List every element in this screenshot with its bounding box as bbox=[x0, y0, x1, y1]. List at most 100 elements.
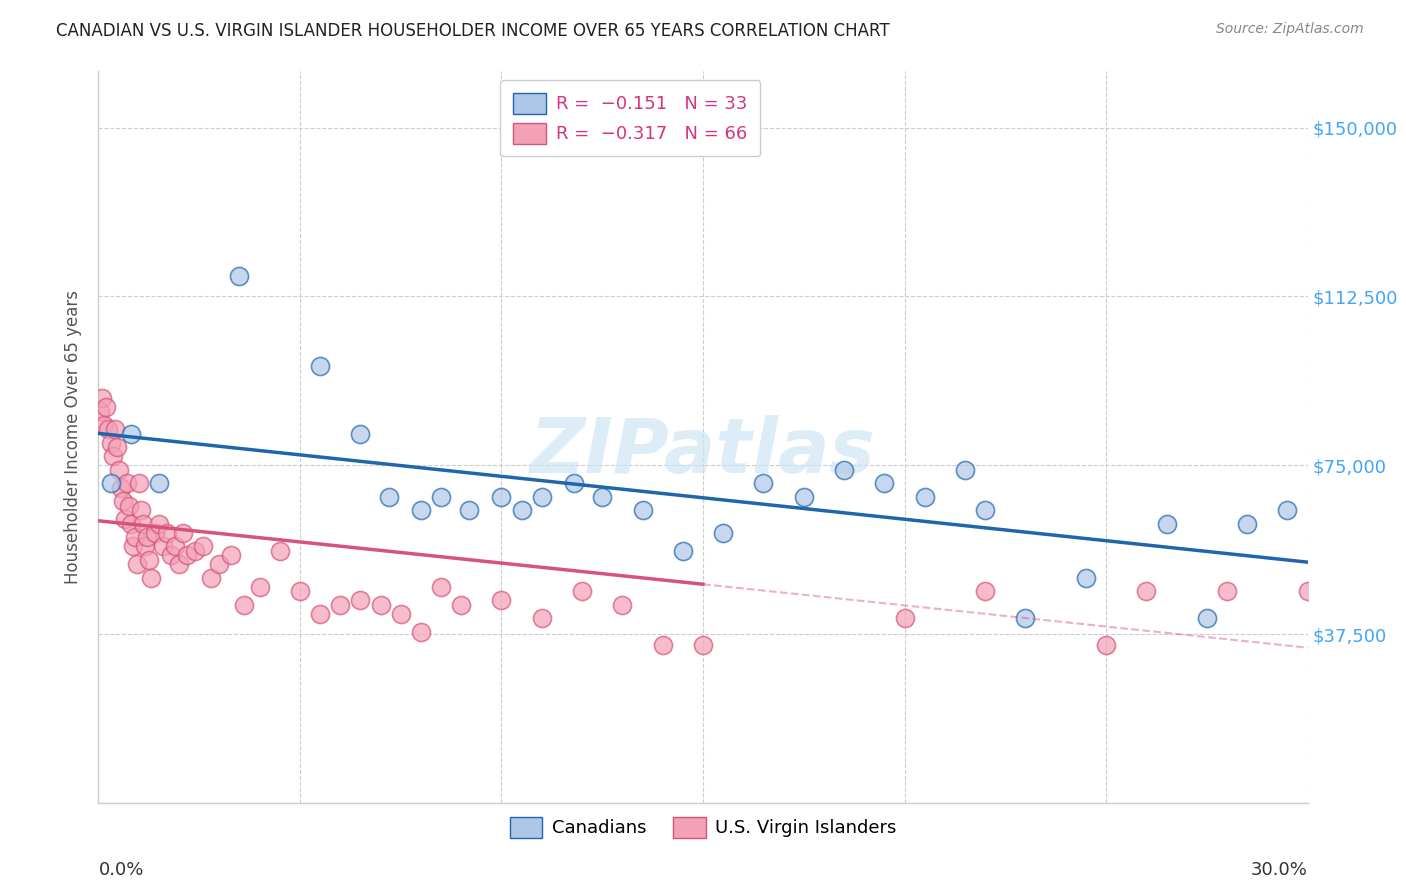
Point bbox=[458, 503, 481, 517]
Point bbox=[221, 548, 243, 562]
Point bbox=[752, 476, 775, 491]
Point bbox=[135, 530, 157, 544]
Point bbox=[832, 463, 855, 477]
Point bbox=[430, 580, 453, 594]
Point bbox=[491, 490, 513, 504]
Point bbox=[163, 539, 186, 553]
Point bbox=[156, 525, 179, 540]
Point bbox=[176, 548, 198, 562]
Point bbox=[1296, 584, 1319, 599]
Point bbox=[208, 558, 231, 572]
Point bbox=[349, 426, 371, 441]
Point bbox=[139, 571, 162, 585]
Point bbox=[491, 593, 513, 607]
Point bbox=[143, 525, 166, 540]
Point bbox=[152, 539, 174, 553]
Point bbox=[1074, 571, 1097, 585]
Point bbox=[167, 558, 190, 572]
Point bbox=[228, 269, 250, 284]
Point bbox=[111, 494, 134, 508]
Point bbox=[105, 440, 128, 454]
Point bbox=[370, 598, 392, 612]
Point bbox=[672, 543, 695, 558]
Point bbox=[128, 476, 150, 491]
Text: 30.0%: 30.0% bbox=[1251, 862, 1308, 880]
Point bbox=[148, 476, 170, 491]
Point bbox=[510, 503, 533, 517]
Point bbox=[1195, 611, 1218, 625]
Point bbox=[97, 422, 120, 436]
Point bbox=[118, 499, 141, 513]
Point bbox=[101, 449, 124, 463]
Point bbox=[120, 426, 142, 441]
Point bbox=[100, 435, 122, 450]
Point bbox=[288, 584, 311, 599]
Point bbox=[651, 638, 673, 652]
Point bbox=[132, 516, 155, 531]
Point bbox=[530, 611, 553, 625]
Text: Source: ZipAtlas.com: Source: ZipAtlas.com bbox=[1216, 22, 1364, 37]
Point bbox=[124, 530, 146, 544]
Point bbox=[1376, 584, 1399, 599]
Point bbox=[914, 490, 936, 504]
Point bbox=[591, 490, 613, 504]
Point bbox=[114, 512, 136, 526]
Point bbox=[349, 593, 371, 607]
Legend: Canadians, U.S. Virgin Islanders: Canadians, U.S. Virgin Islanders bbox=[503, 810, 903, 845]
Point bbox=[200, 571, 222, 585]
Point bbox=[377, 490, 399, 504]
Point bbox=[562, 476, 585, 491]
Point bbox=[115, 476, 138, 491]
Point bbox=[172, 525, 194, 540]
Text: CANADIAN VS U.S. VIRGIN ISLANDER HOUSEHOLDER INCOME OVER 65 YEARS CORRELATION CH: CANADIAN VS U.S. VIRGIN ISLANDER HOUSEHO… bbox=[56, 22, 890, 40]
Point bbox=[450, 598, 472, 612]
Point bbox=[309, 607, 332, 621]
Point bbox=[93, 417, 115, 432]
Point bbox=[125, 558, 148, 572]
Y-axis label: Householder Income Over 65 years: Householder Income Over 65 years bbox=[65, 290, 83, 584]
Point bbox=[103, 422, 125, 436]
Point bbox=[121, 539, 143, 553]
Point bbox=[89, 404, 111, 418]
Point bbox=[612, 598, 634, 612]
Point bbox=[1277, 503, 1299, 517]
Point bbox=[530, 490, 553, 504]
Text: ZIPatlas: ZIPatlas bbox=[530, 415, 876, 489]
Point bbox=[138, 553, 160, 567]
Point bbox=[309, 359, 332, 374]
Point bbox=[409, 624, 432, 639]
Point bbox=[1337, 584, 1360, 599]
Point bbox=[571, 584, 593, 599]
Point bbox=[1236, 516, 1258, 531]
Point bbox=[1095, 638, 1118, 652]
Point bbox=[409, 503, 432, 517]
Point bbox=[120, 516, 142, 531]
Point bbox=[389, 607, 412, 621]
Point bbox=[148, 516, 170, 531]
Point bbox=[100, 476, 122, 491]
Point bbox=[692, 638, 714, 652]
Point bbox=[96, 400, 118, 414]
Point bbox=[893, 611, 915, 625]
Point bbox=[631, 503, 654, 517]
Point bbox=[1014, 611, 1036, 625]
Text: 0.0%: 0.0% bbox=[98, 862, 143, 880]
Point bbox=[269, 543, 291, 558]
Point bbox=[430, 490, 453, 504]
Point bbox=[232, 598, 254, 612]
Point bbox=[873, 476, 896, 491]
Point bbox=[974, 584, 997, 599]
Point bbox=[129, 503, 152, 517]
Point bbox=[1216, 584, 1239, 599]
Point bbox=[193, 539, 215, 553]
Point bbox=[953, 463, 976, 477]
Point bbox=[329, 598, 352, 612]
Point bbox=[107, 463, 129, 477]
Point bbox=[1156, 516, 1178, 531]
Point bbox=[793, 490, 815, 504]
Point bbox=[91, 391, 114, 405]
Point bbox=[134, 539, 156, 553]
Point bbox=[160, 548, 183, 562]
Point bbox=[110, 481, 132, 495]
Point bbox=[711, 525, 734, 540]
